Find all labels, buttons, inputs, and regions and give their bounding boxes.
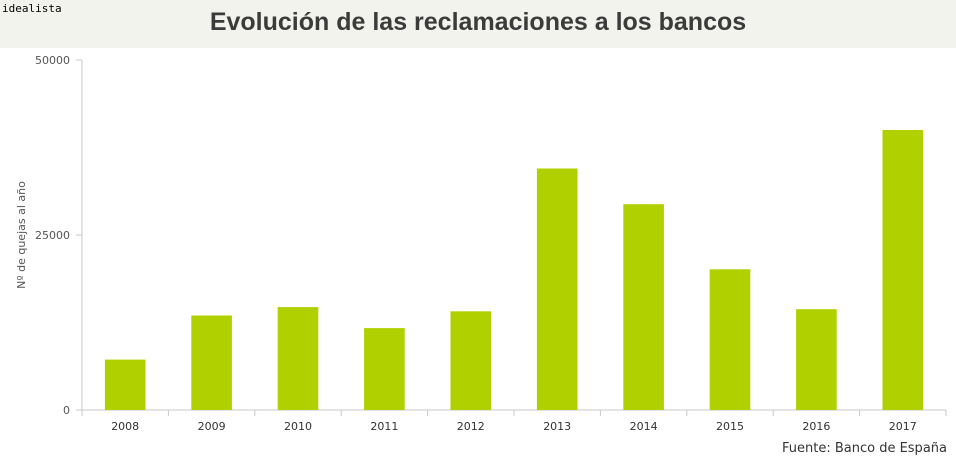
y-axis: 0 25000 50000 [35, 54, 83, 417]
bar-2017 [882, 130, 924, 410]
bar-2016 [796, 309, 837, 410]
x-tick-label: 2012 [457, 420, 485, 433]
x-tick-label: 2010 [284, 420, 312, 433]
bar-2009 [191, 315, 232, 410]
bars-group [104, 130, 924, 410]
y-tick-label: 50000 [35, 54, 70, 67]
bar-2012 [450, 311, 492, 410]
x-tick-label: 2014 [630, 420, 658, 433]
y-axis-label: Nº de quejas al año [15, 181, 28, 289]
x-tick-label: 2013 [543, 420, 571, 433]
bar-2010 [277, 307, 319, 410]
y-tick-label: 25000 [35, 229, 70, 242]
y-tick-label: 0 [63, 404, 70, 417]
x-tick-label: 2011 [370, 420, 398, 433]
x-tick-label: 2016 [802, 420, 830, 433]
x-axis: 2008 2009 2010 2011 2012 2013 2014 2015 2016 2017 [81, 409, 947, 433]
x-tick-label: 2015 [716, 420, 744, 433]
bar-2008 [104, 359, 146, 410]
x-tick-label: 2008 [111, 420, 139, 433]
bar-2013 [536, 168, 578, 410]
bar-2015 [709, 269, 751, 410]
x-tick-label: 2017 [889, 420, 917, 433]
bar-2014 [623, 204, 664, 410]
header-bar [0, 0, 956, 48]
source-note: Fuente: Banco de España [781, 441, 947, 456]
x-tick-label: 2009 [198, 420, 226, 433]
bar-2011 [364, 328, 405, 410]
brand-logo: idealista [2, 2, 62, 15]
chart-title: Evolución de las reclamaciones a los ban… [209, 8, 747, 36]
